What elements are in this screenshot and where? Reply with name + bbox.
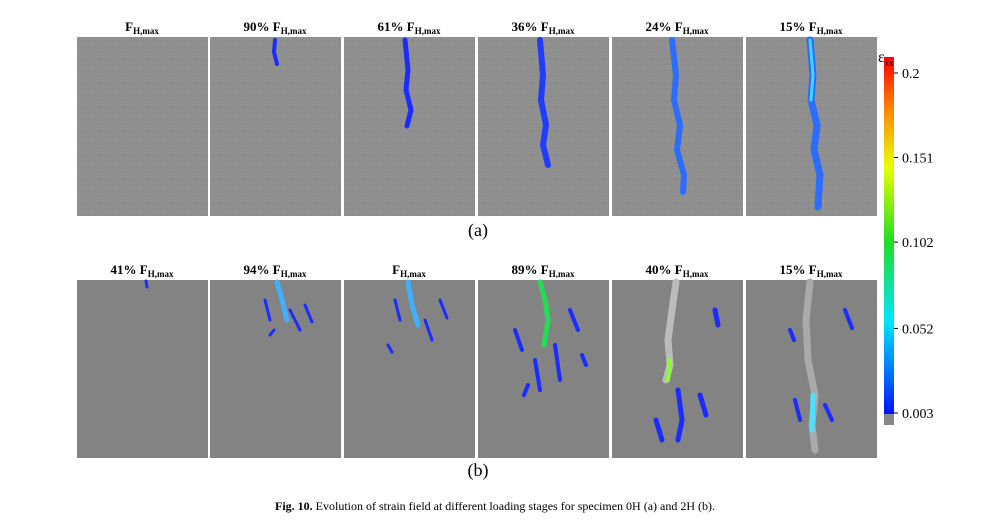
panel-image	[612, 280, 743, 458]
caption-text: Evolution of strain field at different l…	[316, 499, 715, 513]
panel-label-sub: H,max	[683, 269, 709, 279]
cracks-a	[272, 36, 824, 211]
panel-label: 40% FH,max	[646, 262, 709, 279]
sublabel-b: (b)	[468, 460, 489, 481]
panel-label-main: 36% F	[512, 19, 549, 34]
panel-label-main: 15% F	[780, 19, 817, 34]
panel-label: 90% FH,max	[244, 19, 307, 36]
panel-label-main: F	[125, 19, 133, 34]
panel-label: 15% FH,max	[780, 262, 843, 279]
panel-label: 61% FH,max	[378, 19, 441, 36]
colorbar-label: εxx	[878, 49, 894, 68]
panel-label-sub: H,max	[281, 269, 307, 279]
panel-image	[210, 37, 341, 216]
colorbar	[884, 57, 894, 425]
panel-label: 89% FH,max	[512, 262, 575, 279]
panel-label-sub: H,max	[817, 269, 843, 279]
colorbar-subscript: xx	[885, 58, 895, 68]
caption: Fig. 10. Evolution of strain field at di…	[275, 499, 715, 513]
colorbar-tick-label: 0.151	[902, 152, 934, 167]
panel-label-sub: H,max	[549, 26, 575, 36]
panels: FH,max 90% FH,max 61% FH,max 36% FH,max 24% …	[77, 19, 877, 458]
panel-label-main: 89% F	[512, 262, 549, 277]
panel-label: 94% FH,max	[244, 262, 307, 279]
panel-label-main: 41% F	[111, 262, 148, 277]
panel-label-sub: H,max	[400, 269, 426, 279]
panel-label-main: 61% F	[378, 19, 415, 34]
panel-label-sub: H,max	[133, 26, 159, 36]
panel-label: 15% FH,max	[780, 19, 843, 36]
panel-label-main: 15% F	[780, 262, 817, 277]
colorbar-symbol: ε	[878, 49, 885, 66]
panel-label: 41% FH,max	[111, 262, 174, 279]
colorbar-tick-label: 0.2	[902, 67, 920, 82]
cracks-b	[144, 278, 854, 454]
panel-image	[77, 280, 208, 458]
panel-label-main: 40% F	[646, 262, 683, 277]
panel-label-main: 24% F	[646, 19, 683, 34]
panel-label-sub: H,max	[148, 269, 174, 279]
panel-image	[478, 280, 609, 458]
panel-label-sub: H,max	[817, 26, 843, 36]
panel-label-sub: H,max	[281, 26, 307, 36]
colorbar-ticks: 0.2 0.151 0.102 0.052 0.003	[894, 67, 934, 422]
colorbar-tick-label: 0.052	[902, 322, 934, 337]
panel-image	[210, 280, 341, 458]
panel-label-sub: H,max	[415, 26, 441, 36]
panel-label: 36% FH,max	[512, 19, 575, 36]
colorbar-tick-label: 0.003	[902, 407, 934, 422]
caption-prefix: Fig. 10.	[275, 499, 313, 513]
panel-image	[77, 37, 208, 216]
panel-label-main: 94% F	[244, 262, 281, 277]
panel-label: 24% FH,max	[646, 19, 709, 36]
panel-label-main: 90% F	[244, 19, 281, 34]
panel-label: FH,max	[392, 262, 426, 279]
panel-label-sub: H,max	[683, 26, 709, 36]
colorbar-tick-label: 0.102	[902, 236, 934, 251]
panel-label: FH,max	[125, 19, 159, 36]
panel-label-main: F	[392, 262, 400, 277]
sublabel-a: (a)	[468, 220, 488, 241]
panel-image	[344, 280, 475, 458]
panel-label-sub: H,max	[549, 269, 575, 279]
